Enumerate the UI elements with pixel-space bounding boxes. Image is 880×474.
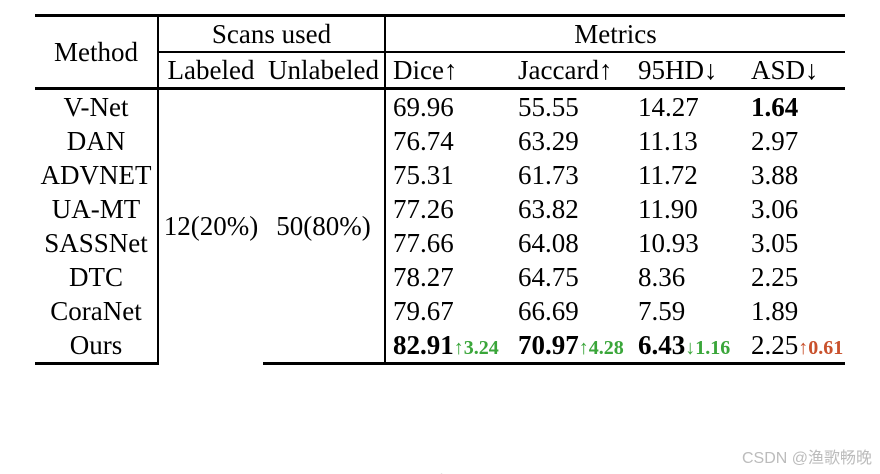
row-dtc: DTC 78.27 64.75 8.36 2.25 [35, 260, 845, 294]
asd-cell: 2.25 [751, 261, 799, 292]
95hd-cell: 11.90 [638, 193, 698, 224]
dice-cell: 69.96 [393, 91, 454, 122]
95hd-cell: 11.72 [638, 159, 698, 190]
asd-cell: 3.88 [751, 159, 799, 190]
jaccard-cell: 66.69 [518, 295, 579, 326]
jaccard-cell: 63.29 [518, 125, 579, 156]
method-cell: ADVNET [35, 158, 159, 192]
row-vnet: V-Net 12(20%) 50(80%) 69.96 55.55 14.27 … [35, 88, 845, 365]
95hd-cell: 7.59 [638, 295, 686, 326]
header-method: Method [35, 14, 159, 90]
row-ours: Ours 82.91↑3.24 70.97↑4.28 6.43↓1.16 2.2… [35, 328, 846, 365]
dice-cell: 76.74 [393, 125, 454, 156]
comparison-table-wrap: Method Scans used Metrics Labeled Unlabe… [35, 14, 846, 365]
method-cell: DAN [35, 124, 159, 158]
method-cell: UA-MT [35, 192, 159, 226]
method-cell: DTC [35, 260, 159, 294]
asd-cell: 2.97 [751, 125, 799, 156]
header-95hd: 95HD↓ [630, 52, 746, 90]
dice-cell: 77.66 [393, 227, 454, 258]
header-metrics: Metrics [385, 14, 846, 53]
jaccard-value: 70.97 [518, 329, 579, 360]
row-advnet: ADVNET 75.31 61.73 11.72 3.88 [35, 158, 845, 192]
jaccard-cell: 61.73 [518, 159, 579, 190]
method-cell: V-Net [35, 88, 159, 124]
unlabeled-scans-cell: 50(80%) [263, 88, 387, 365]
watermark: CSDN @渔歌畅晚 [741, 450, 872, 467]
95hd-cell: 11.13 [638, 125, 698, 156]
dice-cell: 79.67 [393, 295, 454, 326]
delta-annotation: ↑0.61 [798, 336, 844, 359]
row-dan: DAN 76.74 63.29 11.13 2.97 [35, 124, 845, 158]
header-labeled: Labeled [158, 52, 263, 90]
labeled-scans-cell: 12(20%) [163, 211, 259, 242]
jaccard-cell: 63.82 [518, 193, 579, 224]
dice-value: 82.91 [393, 329, 454, 360]
method-cell: Ours [35, 328, 159, 365]
jaccard-cell: 70.97↑4.28 [508, 328, 631, 365]
row-coranet: CoraNet 79.67 66.69 7.59 1.89 [35, 294, 845, 328]
95hd-cell: 8.36 [638, 261, 686, 292]
asd-cell: 1.64 [751, 91, 799, 122]
asd-cell: 2.25↑0.61 [745, 328, 846, 365]
header-dice: Dice↑ [385, 52, 509, 90]
header-scans-used: Scans used [158, 14, 387, 53]
dice-cell: 78.27 [393, 261, 454, 292]
asd-cell: 3.05 [751, 227, 799, 258]
95hd-cell: 10.93 [638, 227, 699, 258]
method-cell: CoraNet [35, 294, 159, 328]
dice-cell: 77.26 [393, 193, 454, 224]
jaccard-cell: 55.55 [518, 91, 579, 122]
95hd-cell: 6.43↓1.16 [630, 328, 746, 365]
delta-annotation: ↓1.16 [685, 336, 731, 359]
header-row-columns: Labeled Unlabeled Dice↑ Jaccard↑ 95HD↓ A… [35, 52, 846, 90]
delta-annotation: ↑4.28 [578, 336, 624, 359]
row-uamt: UA-MT 77.26 63.82 11.90 3.06 [35, 192, 845, 226]
comparison-table: Method Scans used Metrics Labeled Unlabe… [35, 14, 846, 365]
95hd-cell: 14.27 [638, 91, 699, 122]
row-sassnet: SASSNet 77.66 64.08 10.93 3.05 [35, 226, 845, 260]
header-jaccard: Jaccard↑ [508, 52, 631, 90]
header-asd: ASD↓ [745, 52, 846, 90]
delta-annotation: ↑3.24 [453, 336, 499, 359]
method-cell: SASSNet [35, 226, 159, 260]
asd-value: 2.25 [751, 329, 799, 360]
header-unlabeled: Unlabeled [263, 52, 387, 90]
dice-cell: 82.91↑3.24 [385, 328, 509, 365]
header-row-groups: Method Scans used Metrics [35, 14, 846, 90]
caption-line-1: Table 2. Comparisons with state-of-the-a… [30, 466, 860, 474]
jaccard-cell: 64.08 [518, 227, 579, 258]
table-caption: Table 2. Comparisons with state-of-the-a… [30, 390, 860, 474]
jaccard-cell: 64.75 [518, 261, 579, 292]
asd-cell: 1.89 [751, 295, 799, 326]
asd-cell: 3.06 [751, 193, 799, 224]
dice-cell: 75.31 [393, 159, 454, 190]
95hd-value: 6.43 [638, 329, 686, 360]
